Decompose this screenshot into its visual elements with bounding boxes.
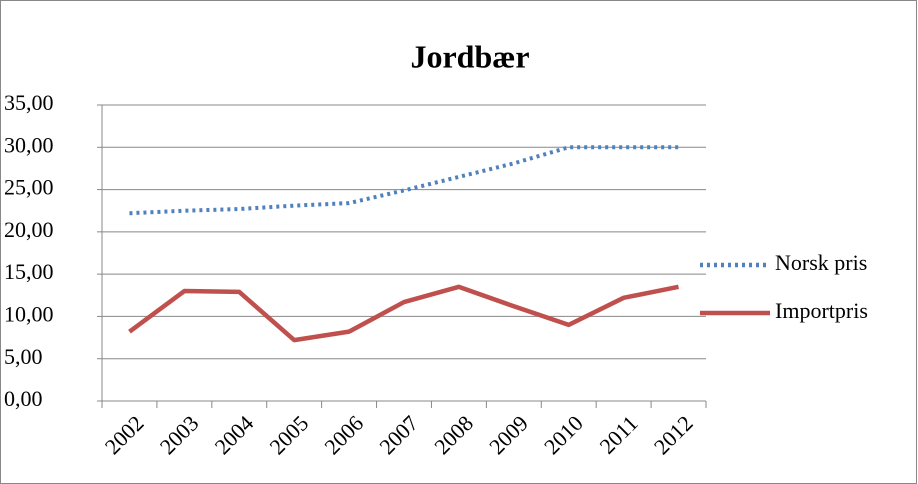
y-tick-label: 10,00 xyxy=(4,301,54,326)
line-series xyxy=(128,284,679,343)
legend-label: Importpris xyxy=(775,298,868,323)
y-tick-label: 30,00 xyxy=(4,132,54,157)
y-tick-label: 5,00 xyxy=(4,344,43,369)
y-tick-label: 15,00 xyxy=(4,259,54,284)
y-tick-label: 20,00 xyxy=(4,217,54,242)
chart-title: Jordbær xyxy=(410,38,529,74)
legend-label: Norsk pris xyxy=(775,250,867,275)
y-tick-label: 25,00 xyxy=(4,175,54,200)
y-tick-label: 0,00 xyxy=(4,386,43,411)
y-tick-label: 35,00 xyxy=(4,90,54,115)
line-series xyxy=(129,145,679,216)
